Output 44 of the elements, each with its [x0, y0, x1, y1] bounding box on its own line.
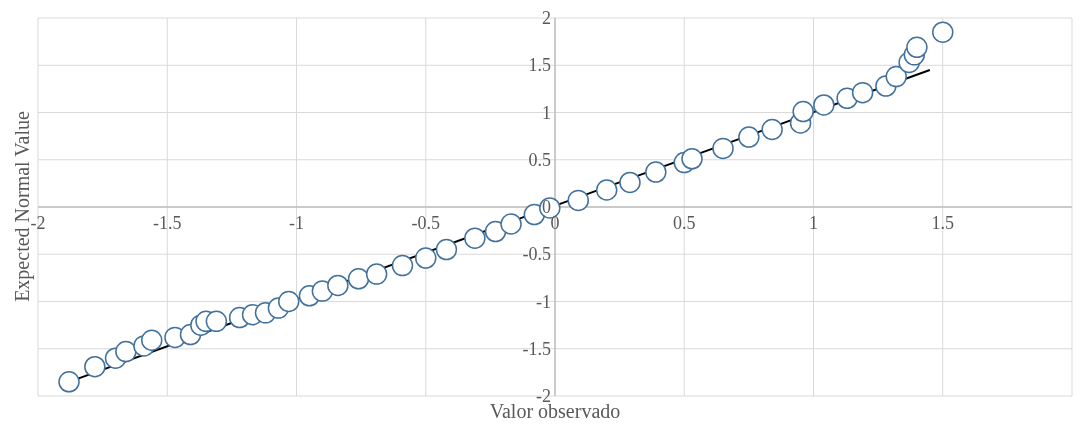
point — [567, 189, 590, 212]
point — [58, 371, 80, 393]
x-tick-label: -1.5 — [153, 213, 182, 233]
point — [792, 100, 814, 123]
y-tick-label: 2 — [542, 8, 551, 28]
y-tick-label: -1 — [536, 291, 551, 312]
point — [500, 213, 522, 235]
x-tick-label: 0.5 — [673, 213, 696, 233]
point — [205, 310, 228, 333]
point — [906, 36, 928, 59]
point — [712, 137, 734, 160]
point — [645, 161, 667, 183]
point — [932, 21, 954, 43]
y-tick-label: 1 — [542, 102, 551, 123]
point — [851, 81, 874, 104]
point — [391, 254, 414, 277]
point — [738, 126, 760, 148]
point — [484, 220, 507, 243]
point — [595, 179, 618, 201]
y-tick-label: -1.5 — [522, 338, 551, 359]
x-tick-label: -2 — [30, 213, 46, 233]
point — [115, 340, 137, 363]
point — [761, 118, 783, 141]
point — [84, 355, 106, 378]
point — [885, 65, 907, 88]
y-tick-label: 0 — [542, 197, 551, 217]
point — [619, 171, 641, 194]
point — [464, 227, 486, 249]
point — [681, 148, 703, 170]
y-tick-label: -0.5 — [522, 244, 551, 265]
point — [347, 268, 370, 290]
point — [327, 274, 349, 297]
point — [813, 94, 835, 116]
x-tick-label: -1 — [289, 213, 304, 233]
point — [415, 247, 437, 269]
y-tick-label: 0.5 — [528, 149, 551, 170]
point — [140, 329, 163, 351]
x-tick-label: 1.5 — [931, 213, 954, 233]
point — [278, 290, 300, 313]
x-tick-label: -0.5 — [411, 213, 440, 233]
x-tick-label: 1 — [809, 213, 818, 233]
y-tick-label: 1.5 — [528, 55, 551, 76]
point — [435, 238, 458, 261]
point — [365, 263, 388, 285]
